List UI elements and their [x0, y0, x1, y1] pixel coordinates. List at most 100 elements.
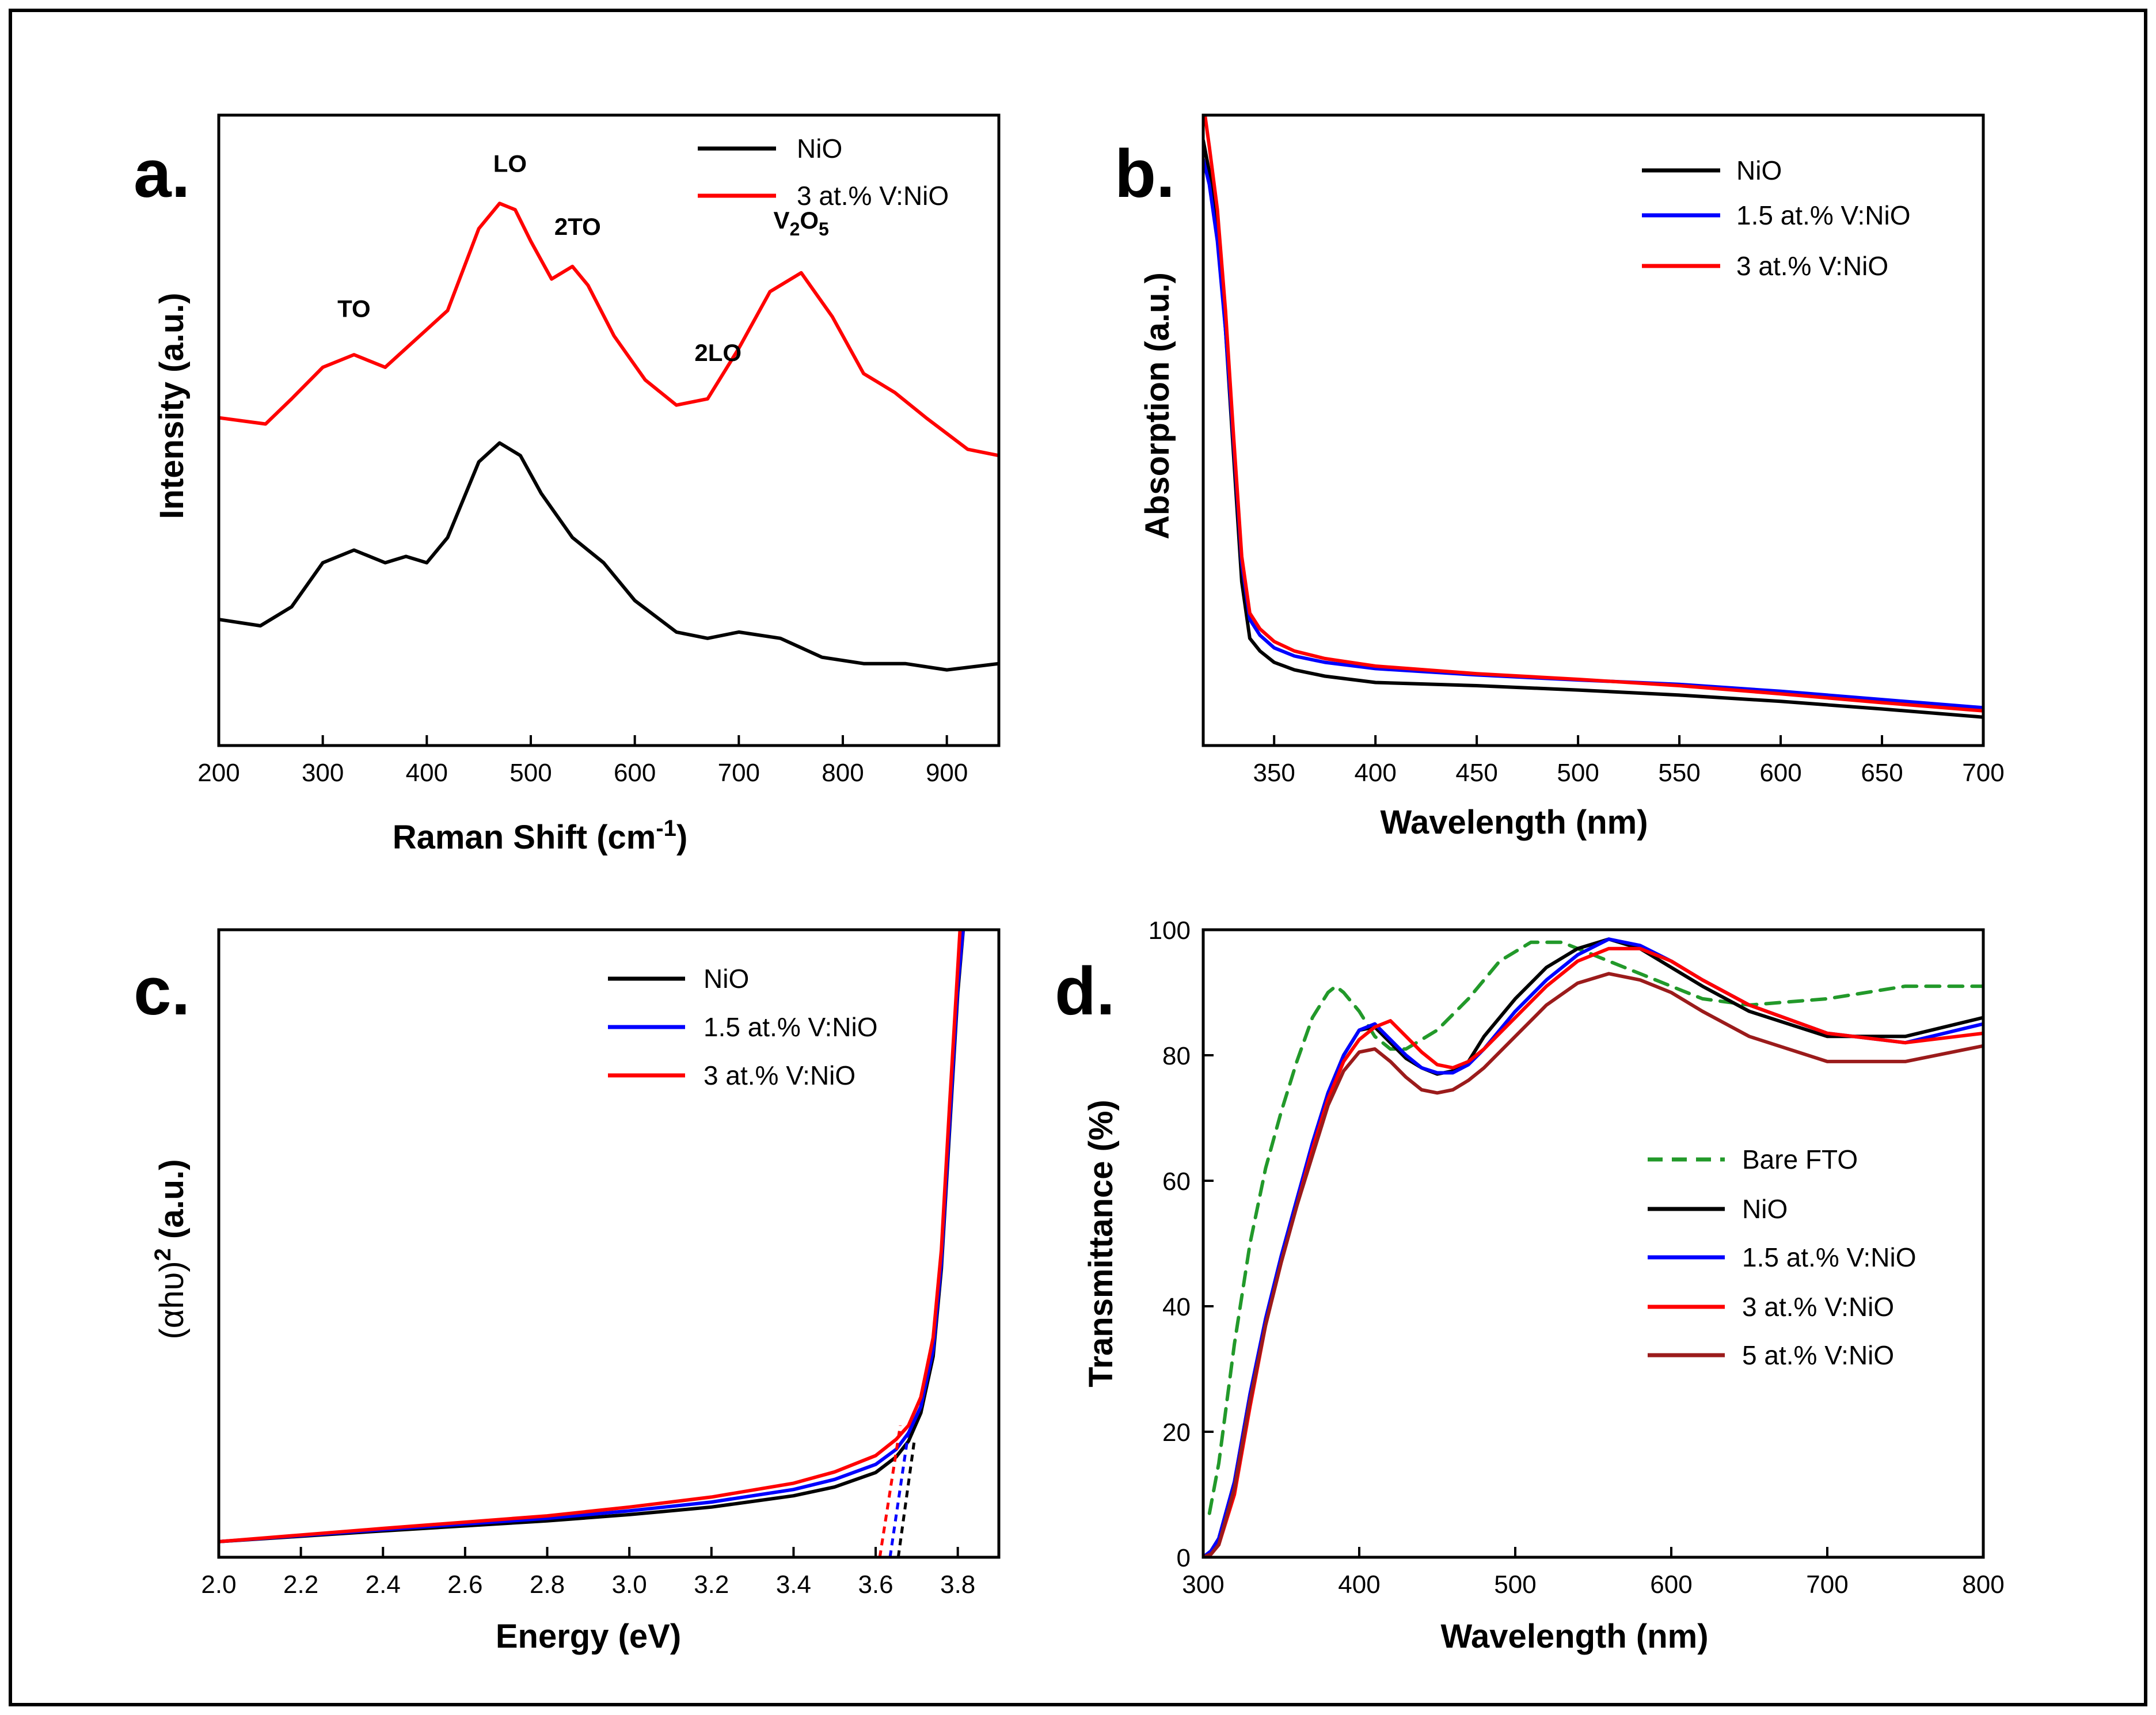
x-tick-label-d-400: 400: [1338, 1571, 1380, 1599]
y-tick-label-d-60: 60: [1162, 1168, 1191, 1196]
x-tick-label-a-900: 900: [926, 759, 968, 787]
legend-d-label-nio: NiO: [1742, 1194, 1788, 1224]
panel-a-plot: [217, 113, 1001, 747]
axis-frame-a: [217, 113, 1001, 747]
x-tick-label-c-2-4: 2.4: [366, 1571, 401, 1599]
x-tick-label-b-450: 450: [1455, 759, 1497, 787]
peak-v2o5-sub1: 2: [790, 219, 800, 239]
panel-c-x-ticks: 2.0 2.2 2.4 2.6 2.8 3.0 3.2 3.4 3.6 3.8: [201, 1547, 975, 1599]
axis-frame-b: [1201, 113, 1985, 747]
series-line-b-3-at-v-nio: [1203, 115, 1983, 713]
panel-a-x-axis-title: Raman Shift (cm-1): [393, 816, 688, 856]
panel-c-lines: [219, 930, 965, 1557]
panel-b-x-axis-title: Wavelength (nm): [1380, 804, 1648, 841]
x-tick-label-b-650: 650: [1861, 759, 1903, 787]
panel-c-x-axis-title: Energy (eV): [496, 1618, 681, 1655]
x-tick-label-a-200: 200: [197, 759, 239, 787]
panel-a: a. 200 300 400 500 600 700 800 900 Raman Shift …: [134, 113, 1001, 856]
panel-a-x-axis-title-sup: -1: [656, 816, 676, 841]
panel-a-legend: NiO 3 at.% V:NiO: [698, 134, 949, 211]
x-tick-label-a-500: 500: [509, 759, 552, 787]
panel-d-x-axis-title: Wavelength (nm): [1440, 1618, 1708, 1655]
x-tick-label-d-600: 600: [1650, 1571, 1692, 1599]
legend-d-label-3v: 3 at.% V:NiO: [1742, 1292, 1894, 1322]
legend-c-label-3v: 3 at.% V:NiO: [704, 1060, 855, 1090]
panel-d-y-ticks: 0 20 40 60 80 100: [1149, 917, 1214, 1572]
panel-b-x-ticks: 350 400 450 500 550 600 650 700: [1253, 735, 2005, 787]
panel-b-label: b.: [1115, 136, 1175, 212]
peak-label-v2o5: V2O5: [774, 207, 829, 239]
y-tick-label-d-0: 0: [1177, 1544, 1191, 1572]
panel-d-plot: [1201, 928, 1985, 1559]
x-tick-label-d-800: 800: [1962, 1571, 2004, 1599]
x-tick-label-a-300: 300: [302, 759, 344, 787]
y-tick-label-d-100: 100: [1149, 917, 1191, 945]
y-tick-label-d-20: 20: [1162, 1419, 1191, 1447]
legend-c-label-15v: 1.5 at.% V:NiO: [704, 1012, 878, 1042]
x-tick-label-c-3-0: 3.0: [612, 1571, 647, 1599]
panel-b-plot: [1201, 113, 1985, 747]
x-tick-label-b-400: 400: [1354, 759, 1396, 787]
x-tick-label-d-300: 300: [1182, 1571, 1224, 1599]
panel-b: b. 350 400 450 500 550 600 650 700 Wavelength (…: [1115, 113, 2005, 841]
panel-a-label: a.: [134, 136, 190, 212]
x-tick-label-c-3-8: 3.8: [940, 1571, 975, 1599]
panel-a-y-axis-title: Intensity (a.u.): [153, 292, 191, 519]
peak-v2o5-v: V: [774, 207, 790, 234]
peak-label-2to: 2TO: [554, 213, 601, 240]
legend-a-label-nio: NiO: [797, 134, 842, 163]
series-line-a-nio: [219, 441, 999, 672]
panel-a-lines: [219, 201, 999, 672]
axis-frame-d: [1201, 928, 1985, 1559]
panel-c-y-axis-title: (αhυ)2 (a.u.): [150, 1159, 191, 1339]
x-tick-label-c-3-4: 3.4: [776, 1571, 811, 1599]
legend-c-label-nio: NiO: [704, 964, 749, 994]
panel-a-annotations: TO LO 2TO 2LO V2O5: [337, 150, 829, 366]
x-tick-label-d-500: 500: [1494, 1571, 1536, 1599]
legend-a-label-3v: 3 at.% V:NiO: [797, 181, 949, 211]
panel-c-plot: [217, 928, 1001, 1559]
axis-frame-c: [217, 928, 1001, 1559]
panel-d-x-ticks: 300 400 500 600 700 800: [1182, 1547, 2005, 1599]
panel-a-x-axis-title-close: ): [676, 819, 687, 856]
x-tick-label-c-3-6: 3.6: [858, 1571, 893, 1599]
x-tick-label-b-350: 350: [1253, 759, 1295, 787]
series-line-a-3-at-v-nio: [219, 201, 999, 458]
series-line-c-3-at-v-nio: [219, 930, 962, 1543]
x-tick-label-a-700: 700: [718, 759, 760, 787]
x-tick-label-b-500: 500: [1557, 759, 1599, 787]
panel-b-y-axis-title: Absorption (a.u.): [1139, 272, 1176, 539]
x-tick-label-c-2-6: 2.6: [447, 1571, 482, 1599]
panel-a-x-ticks: 200 300 400 500 600 700 800 900: [197, 735, 968, 787]
legend-b-label-3v: 3 at.% V:NiO: [1736, 251, 1888, 281]
panel-d: d. 300 400 500 600 700 800 0 20 40 60 80 100 Wavel…: [1055, 917, 2005, 1655]
figure-border: [9, 9, 2147, 1706]
legend-b-label-nio: NiO: [1736, 155, 1782, 185]
tangent-line-1-5-at-v-nio: [888, 1431, 910, 1557]
tangent-line-3-at-v-nio: [878, 1425, 902, 1557]
series-line-d-5-at-v-nio: [1203, 972, 1983, 1557]
panel-c-y-axis-title-main: (αhυ): [153, 1261, 191, 1339]
tangent-line-nio: [896, 1438, 917, 1557]
x-tick-label-c-2-0: 2.0: [201, 1571, 236, 1599]
panel-d-y-axis-title: Transmittance (%): [1082, 1100, 1120, 1387]
legend-d-label-15v: 1.5 at.% V:NiO: [1742, 1242, 1917, 1272]
panel-d-lines: [1203, 937, 1983, 1557]
peak-v2o5-o: O: [800, 207, 819, 234]
panel-c-legend: NiO 1.5 at.% V:NiO 3 at.% V:NiO: [608, 964, 878, 1090]
panel-c-y-axis-title-tail: (a.u.): [153, 1159, 191, 1248]
x-tick-label-c-2-8: 2.8: [530, 1571, 565, 1599]
x-tick-label-a-800: 800: [822, 759, 864, 787]
panel-a-x-axis-title-main: Raman Shift (cm: [393, 819, 656, 856]
x-tick-label-d-700: 700: [1806, 1571, 1848, 1599]
y-tick-label-d-40: 40: [1162, 1293, 1191, 1321]
y-tick-label-d-80: 80: [1162, 1042, 1191, 1070]
panel-d-legend: Bare FTO NiO 1.5 at.% V:NiO 3 at.% V:NiO…: [1648, 1144, 1917, 1370]
x-tick-label-b-600: 600: [1759, 759, 1801, 787]
panel-c: c. 2.0 2.2 2.4 2.6 2.8 3.0 3.2 3.4 3.6 3.8 Energy…: [134, 928, 1001, 1655]
peak-label-lo: LO: [493, 150, 527, 177]
panel-b-lines: [1203, 115, 1983, 719]
legend-d-label-5v: 5 at.% V:NiO: [1742, 1340, 1894, 1370]
legend-d-label-fto: Bare FTO: [1742, 1144, 1858, 1174]
